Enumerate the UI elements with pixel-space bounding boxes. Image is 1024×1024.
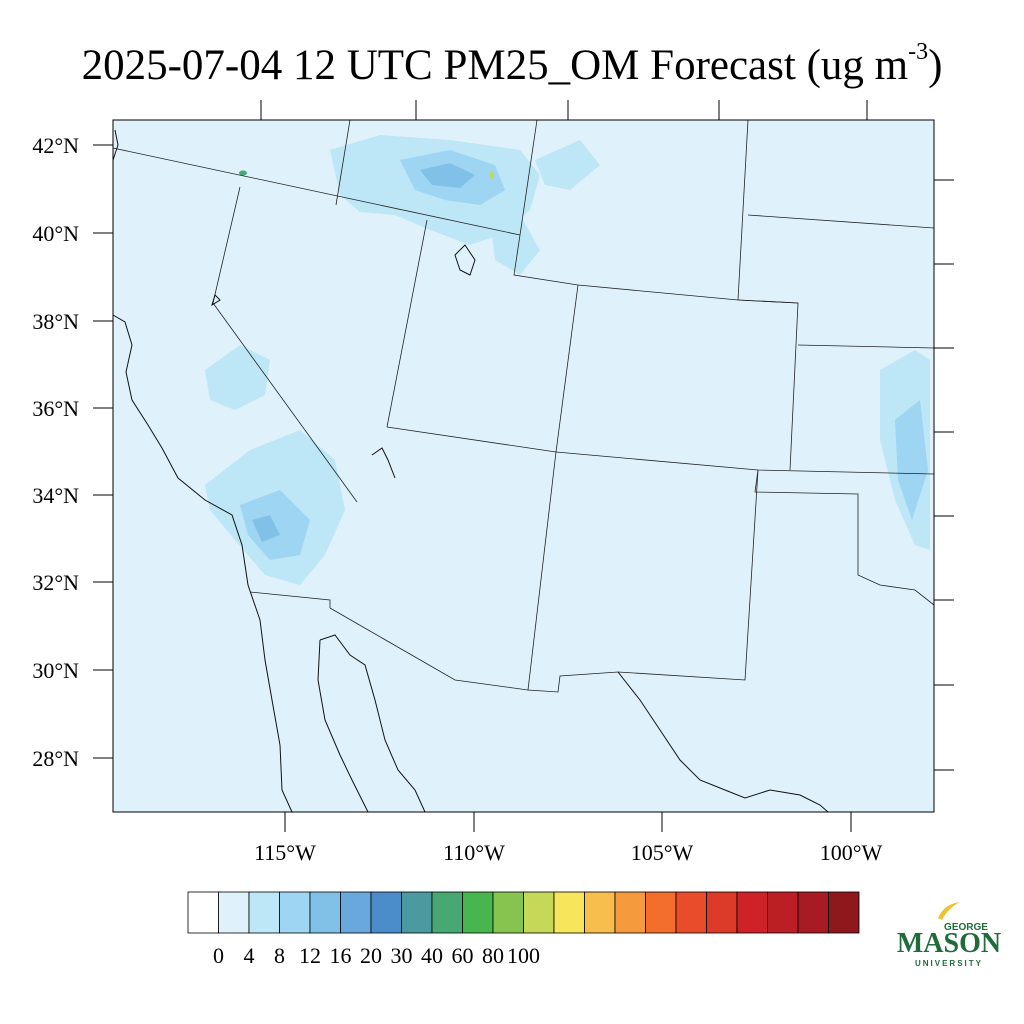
- lat-label-32: 32°N: [32, 570, 79, 595]
- colorbar-label: 100: [507, 943, 540, 968]
- colorbar-swatch: [187, 891, 219, 934]
- lon-label-110: 110°W: [443, 840, 505, 865]
- lat-label-28: 28°N: [32, 746, 79, 771]
- colorbar-swatch: [462, 891, 494, 934]
- title-superscript: -3: [908, 39, 929, 65]
- colorbar-swatch: [767, 891, 799, 934]
- international-border: [249, 591, 331, 608]
- logo-george: GEORGE: [944, 922, 988, 933]
- lat-label-40: 40°N: [32, 221, 79, 246]
- colorbar-swatch: [309, 891, 341, 934]
- colorbar-swatch: [279, 891, 311, 934]
- latitude-labels: 28°N 30°N 32°N 34°N 36°N 38°N 40°N 42°N: [32, 133, 79, 771]
- logo-mason: MASON: [897, 928, 1001, 959]
- colorbar-swatch: [675, 891, 707, 934]
- colorbar-swatch: [492, 891, 524, 934]
- colorbar-label: 80: [482, 943, 504, 968]
- colorbar-swatch: [218, 891, 250, 934]
- colorbar-label: 12: [299, 943, 321, 968]
- colorbar-label: 30: [391, 943, 413, 968]
- state-borders: [112, 119, 935, 693]
- lat-label-38: 38°N: [32, 309, 79, 334]
- logo-university: UNIVERSITY: [915, 959, 983, 968]
- lon-label-100: 100°W: [820, 840, 883, 865]
- lat-label-36: 36°N: [32, 396, 79, 421]
- title-text: 2025-07-04 12 UTC PM25_OM Forecast (ug m: [81, 42, 909, 89]
- colorbar-swatch: [614, 891, 646, 934]
- colorbar-swatch: [431, 891, 463, 934]
- colorbar-label: 20: [360, 943, 382, 968]
- colorbar-swatch: [828, 891, 860, 934]
- colorbar-label: 60: [452, 943, 474, 968]
- top-ticks: [260, 100, 868, 120]
- colorbar-swatch: [797, 891, 829, 934]
- lat-label-30: 30°N: [32, 658, 79, 683]
- map-title: 2025-07-04 12 UTC PM25_OM Forecast (ug m…: [0, 22, 1024, 96]
- right-ticks: [934, 179, 954, 771]
- lat-label-34: 34°N: [32, 483, 79, 508]
- coastlines: [112, 129, 829, 813]
- map-frame: [112, 119, 935, 813]
- colorbar-swatch: [584, 891, 616, 934]
- title-close: ): [928, 42, 943, 89]
- colorbar-swatch: [553, 891, 585, 934]
- colorbar-swatch: [523, 891, 555, 934]
- concentration-patches: [205, 135, 930, 585]
- colorbar: 0 4 8 12 16 20 30 40 60 80 100: [187, 891, 860, 968]
- colorbar-label: 0: [213, 943, 224, 968]
- lon-label-115: 115°W: [254, 840, 316, 865]
- colorbar-label: 16: [330, 943, 352, 968]
- colorbar-label: 8: [274, 943, 285, 968]
- colorbar-swatch: [736, 891, 768, 934]
- lon-label-105: 105°W: [631, 840, 694, 865]
- left-ticks: [93, 144, 113, 759]
- lat-label-42: 42°N: [32, 133, 79, 158]
- colorbar-swatch: [706, 891, 738, 934]
- colorbar-swatch: [340, 891, 372, 934]
- colorbar-swatch: [401, 891, 433, 934]
- longitude-labels: 115°W 110°W 105°W 100°W: [254, 840, 882, 865]
- gmu-logo: GEORGE MASON UNIVERSITY: [897, 902, 1001, 968]
- colorbar-swatch: [645, 891, 677, 934]
- bottom-ticks: [284, 812, 852, 832]
- colorbar-swatch: [248, 891, 280, 934]
- colorbar-label: 40: [421, 943, 443, 968]
- logo-swoosh: [938, 902, 960, 920]
- colorbar-swatch: [370, 891, 402, 934]
- colorbar-label: 4: [244, 943, 255, 968]
